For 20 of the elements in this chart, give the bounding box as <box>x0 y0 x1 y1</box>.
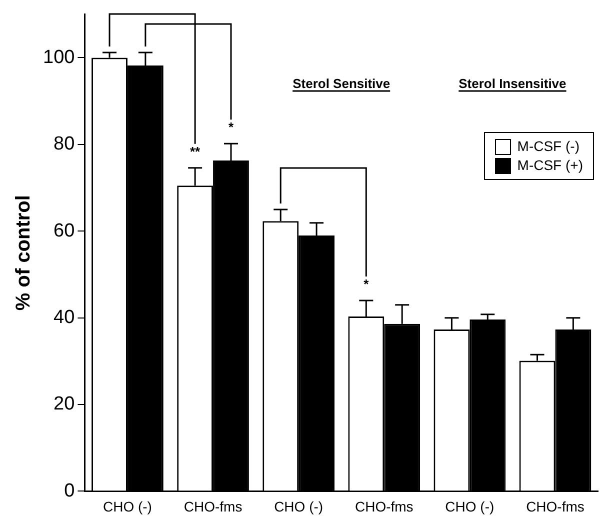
annotation: Sterol Sensitive <box>292 76 390 91</box>
y-tick-label: 20 <box>54 394 75 415</box>
annotation: Sterol Insensitive <box>458 76 566 91</box>
legend-label: M-CSF (+) <box>517 156 583 175</box>
y-axis-title: % of control <box>12 195 35 311</box>
x-tick-label: CHO-fms <box>526 498 584 514</box>
y-tick-label: 40 <box>54 307 75 328</box>
y-tick-label: 60 <box>54 220 75 242</box>
legend-label: M-CSF (-) <box>517 137 580 156</box>
annotation: ** <box>190 144 202 159</box>
x-tick-label: CHO-fms <box>354 498 414 514</box>
annotation: * <box>364 276 370 292</box>
x-tick-label: CHO (-) <box>274 498 324 514</box>
annotation: * <box>228 120 234 135</box>
y-tick-label: 100 <box>43 46 75 68</box>
x-tick-label: CHO (-) <box>102 498 152 514</box>
y-tick-label: 80 <box>54 134 75 155</box>
x-tick-label: CHO-fms <box>184 498 242 514</box>
y-tick-label: 0 <box>64 480 75 502</box>
x-tick-label: CHO (-) <box>445 498 494 514</box>
